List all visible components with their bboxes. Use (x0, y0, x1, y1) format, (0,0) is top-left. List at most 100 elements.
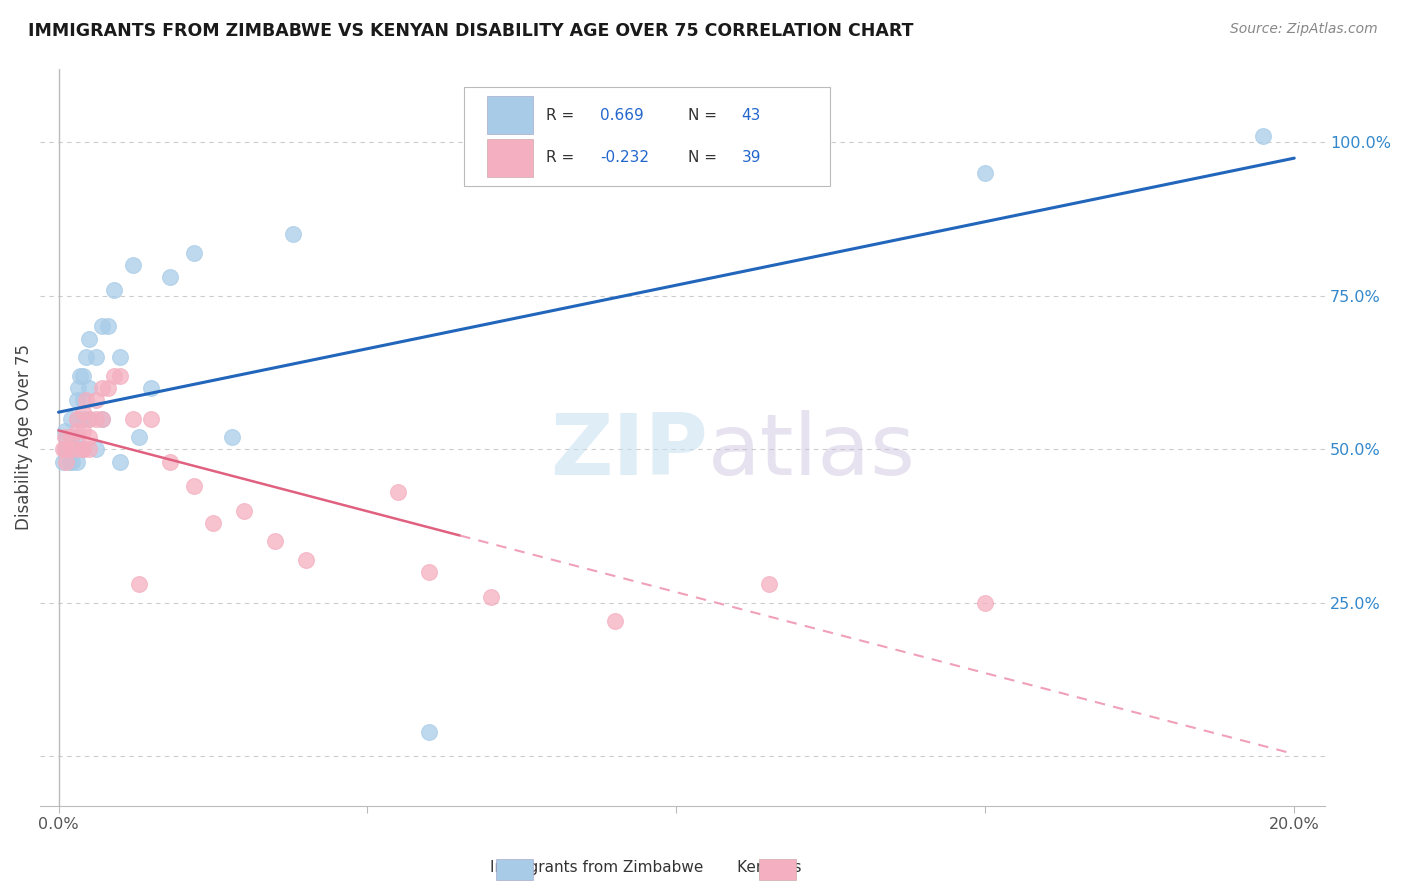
Point (72, 424, 94, 438)
Point (72, 442, 94, 457)
Point (294, 553, 316, 567)
Point (75, 350, 97, 364)
Point (79, 332, 101, 346)
Point (159, 455, 181, 469)
Point (53, 430, 76, 444)
Point (59, 430, 82, 444)
Point (79, 381, 101, 395)
Point (603, 615, 626, 629)
Point (84, 393, 107, 408)
Point (79, 411, 101, 425)
Point (90, 319, 112, 334)
Point (974, 166, 997, 180)
Point (55, 455, 77, 469)
Point (263, 534, 285, 549)
Point (110, 455, 132, 469)
Text: atlas: atlas (709, 410, 917, 493)
Point (110, 368, 132, 383)
Point (53, 442, 76, 457)
Text: Source: ZipAtlas.com: Source: ZipAtlas.com (1230, 22, 1378, 37)
Point (72, 442, 94, 457)
Point (59, 442, 82, 457)
Point (59, 442, 82, 457)
FancyBboxPatch shape (464, 87, 831, 186)
Point (79, 411, 101, 425)
Point (66, 430, 89, 444)
Point (221, 430, 243, 444)
Point (72, 411, 94, 425)
Point (121, 258, 143, 272)
Point (283, 227, 305, 242)
Point (66, 411, 89, 425)
Point (479, 590, 502, 604)
Text: R =: R = (547, 108, 579, 123)
Point (53, 424, 76, 438)
Text: -0.232: -0.232 (600, 150, 650, 165)
Point (66, 455, 89, 469)
Point (90, 411, 112, 425)
Point (52, 442, 75, 457)
Text: N =: N = (688, 108, 721, 123)
Point (59, 411, 82, 425)
Point (67, 381, 90, 395)
Point (79, 442, 101, 457)
Point (69, 368, 91, 383)
Text: 0.669: 0.669 (600, 108, 644, 123)
Point (110, 350, 132, 364)
Point (52, 455, 75, 469)
Point (97, 319, 120, 334)
Point (53, 442, 76, 457)
Point (90, 381, 112, 395)
Text: Kenyans: Kenyans (703, 860, 801, 874)
FancyBboxPatch shape (488, 96, 533, 135)
Point (84, 442, 107, 457)
Point (66, 442, 89, 457)
Point (183, 245, 205, 260)
Point (56, 442, 79, 457)
Point (97, 381, 120, 395)
Point (128, 577, 150, 591)
Point (84, 350, 107, 364)
FancyBboxPatch shape (488, 138, 533, 177)
Point (63, 442, 86, 457)
Point (90, 411, 112, 425)
Point (55, 430, 77, 444)
Point (103, 368, 125, 383)
Point (72, 442, 94, 457)
Point (84, 411, 107, 425)
Text: 43: 43 (742, 108, 761, 123)
Point (974, 596, 997, 610)
Text: Immigrants from Zimbabwe: Immigrants from Zimbabwe (489, 860, 703, 874)
Point (60, 455, 83, 469)
Point (418, 725, 440, 739)
Point (418, 565, 440, 579)
Point (66, 424, 89, 438)
Point (387, 485, 409, 500)
Y-axis label: Disability Age Over 75: Disability Age Over 75 (15, 344, 32, 530)
Point (103, 283, 125, 297)
Text: ZIP: ZIP (551, 410, 709, 493)
Point (75, 393, 97, 408)
Point (128, 430, 150, 444)
Point (183, 479, 205, 493)
Point (59, 455, 82, 469)
Point (141, 381, 163, 395)
Point (72, 393, 94, 408)
Point (1253, 129, 1275, 144)
Point (159, 270, 181, 285)
Point (72, 405, 94, 419)
Text: 39: 39 (742, 150, 761, 165)
Text: N =: N = (688, 150, 721, 165)
Point (79, 430, 101, 444)
Point (66, 393, 89, 408)
Point (201, 516, 224, 530)
Point (232, 504, 254, 518)
Point (758, 577, 780, 591)
Point (66, 411, 89, 425)
Point (59, 430, 82, 444)
Point (121, 411, 143, 425)
Point (72, 368, 94, 383)
Text: R =: R = (547, 150, 579, 165)
Text: IMMIGRANTS FROM ZIMBABWE VS KENYAN DISABILITY AGE OVER 75 CORRELATION CHART: IMMIGRANTS FROM ZIMBABWE VS KENYAN DISAB… (28, 22, 914, 40)
Point (141, 411, 163, 425)
